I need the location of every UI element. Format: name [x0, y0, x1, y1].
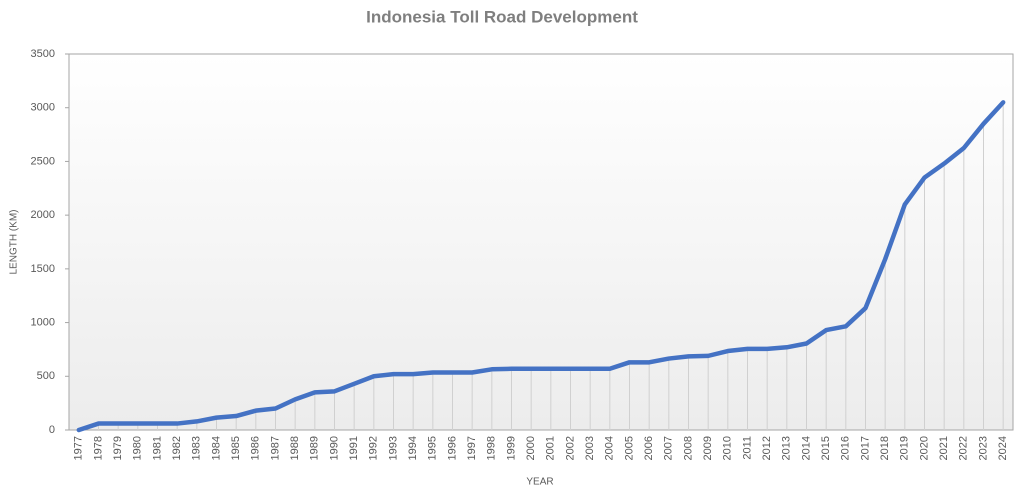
x-tick-label: 1983 — [191, 436, 203, 460]
chart-title: Indonesia Toll Road Development — [366, 7, 638, 26]
y-tick-label: 1500 — [31, 263, 55, 275]
x-tick-label: 1988 — [289, 436, 301, 460]
x-tick-label: 1984 — [210, 436, 222, 460]
x-tick-label: 1997 — [466, 436, 478, 460]
x-tick-label: 2024 — [997, 436, 1009, 460]
x-tick-label: 1998 — [486, 436, 498, 460]
y-tick-label: 3500 — [31, 48, 55, 60]
x-tick-label: 1992 — [368, 436, 380, 460]
x-tick-label: 2005 — [623, 436, 635, 460]
x-tick-label: 2000 — [525, 436, 537, 460]
x-tick-label: 2007 — [663, 436, 675, 460]
x-tick-label: 1982 — [171, 436, 183, 460]
x-tick-label: 2008 — [682, 436, 694, 460]
x-tick-label: 2013 — [781, 436, 793, 460]
x-tick-label: 2023 — [977, 436, 989, 460]
x-tick-label: 1979 — [112, 436, 124, 460]
y-axis-title: LENGTH (KM) — [9, 210, 20, 275]
x-tick-label: 2019 — [899, 436, 911, 460]
x-tick-label: 2021 — [938, 436, 950, 460]
x-tick-label: 1993 — [387, 436, 399, 460]
y-tick-label: 2000 — [31, 209, 55, 221]
series-line — [76, 100, 1006, 433]
x-tick-label: 2001 — [545, 436, 557, 460]
x-tick-label: 1991 — [348, 436, 360, 460]
x-tick-label: 2012 — [761, 436, 773, 460]
y-tick-label: 1000 — [31, 316, 55, 328]
x-tick-label: 2017 — [859, 436, 871, 460]
x-tick-label: 1981 — [151, 436, 163, 460]
x-tick-label: 2011 — [741, 436, 753, 460]
y-tick-label: 500 — [37, 370, 55, 382]
x-tick-label: 2003 — [584, 436, 596, 460]
x-tick-label: 2016 — [840, 436, 852, 460]
x-tick-label: 1986 — [250, 436, 262, 460]
plot-area — [68, 53, 1014, 431]
x-tick-label: 1978 — [92, 436, 104, 460]
y-tick-label: 2500 — [31, 155, 55, 167]
x-tick-label: 1995 — [427, 436, 439, 460]
x-tick-label: 2014 — [800, 436, 812, 460]
x-tick-label: 2022 — [958, 436, 970, 460]
x-tick-label: 1999 — [505, 436, 517, 460]
x-tick-label: 2006 — [643, 436, 655, 460]
x-tick-label: 1977 — [73, 436, 85, 460]
x-tick-label: 2004 — [604, 436, 616, 460]
x-tick-label: 2020 — [918, 436, 930, 460]
x-tick-label: 1987 — [269, 436, 281, 460]
x-tick-label: 1996 — [446, 436, 458, 460]
x-tick-label: 2009 — [702, 436, 714, 460]
x-axis-title: YEAR — [526, 477, 553, 488]
x-tick-label: 1980 — [132, 436, 144, 460]
x-tick-label: 1990 — [328, 436, 340, 460]
x-tick-label: 1989 — [309, 436, 321, 460]
y-tick-label: 0 — [49, 424, 55, 436]
y-tick-label: 3000 — [31, 102, 55, 114]
x-tick-label: 2018 — [879, 436, 891, 460]
x-tick-label: 2002 — [564, 436, 576, 460]
x-tick-label: 2015 — [820, 436, 832, 460]
x-tick-label: 2010 — [722, 436, 734, 460]
x-tick-label: 1985 — [230, 436, 242, 460]
x-tick-label: 1994 — [407, 436, 419, 460]
